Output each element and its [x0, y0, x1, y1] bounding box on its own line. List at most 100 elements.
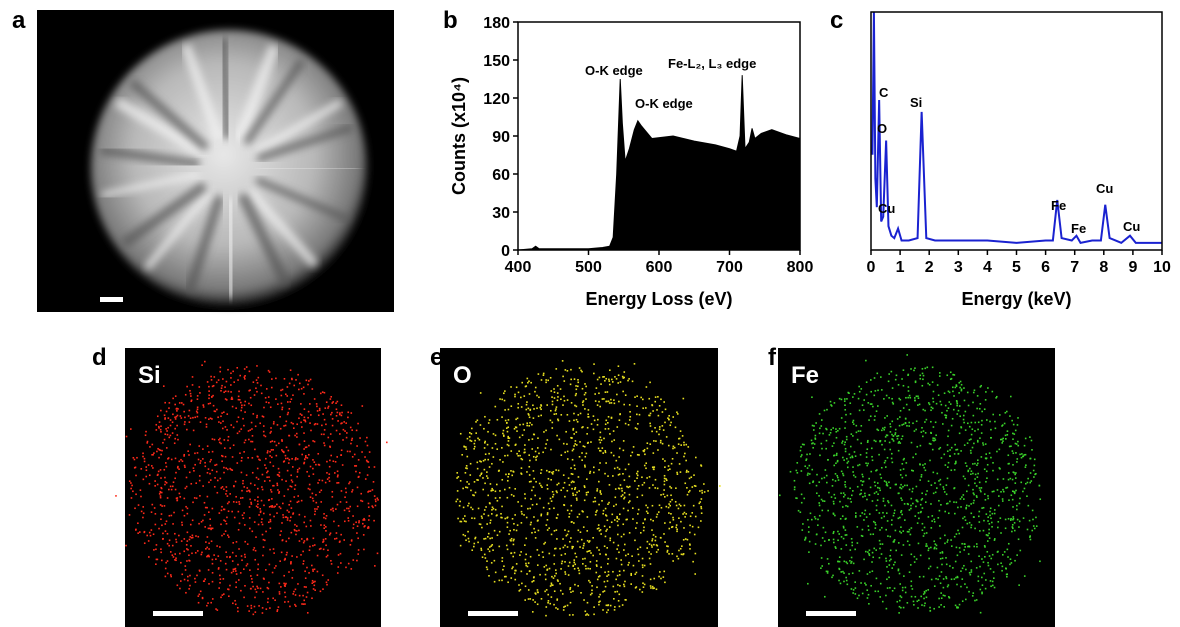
dot [574, 584, 576, 586]
dot [528, 454, 530, 456]
dot [314, 581, 316, 583]
dot [606, 547, 608, 549]
dot [267, 450, 269, 452]
annotation: O-K edge [585, 63, 643, 78]
dot [243, 517, 245, 519]
dot [596, 510, 598, 512]
dot [458, 476, 460, 478]
dot [919, 404, 921, 406]
dot [859, 570, 861, 572]
dot [949, 455, 951, 457]
dot [269, 371, 271, 373]
dot [328, 477, 330, 479]
dot [922, 409, 924, 411]
dot [246, 487, 248, 489]
dot [911, 596, 913, 598]
dot [892, 403, 894, 405]
dot [475, 432, 477, 434]
dot [264, 480, 266, 482]
dot [911, 581, 913, 583]
dot [155, 424, 157, 426]
dot [179, 493, 181, 495]
dot [352, 559, 354, 561]
dot [898, 518, 900, 520]
y-tick-label: 150 [483, 53, 510, 70]
dot [282, 389, 284, 391]
dot [386, 442, 388, 444]
dot [358, 476, 360, 478]
dot [585, 398, 587, 400]
dot [916, 558, 918, 560]
dot [288, 450, 290, 452]
dot [825, 448, 827, 450]
dot [329, 446, 331, 448]
dot [552, 401, 554, 403]
dot [954, 578, 956, 580]
dot [990, 517, 992, 519]
dot [1014, 530, 1016, 532]
dot [507, 437, 509, 439]
dot [906, 425, 908, 427]
dot [833, 532, 835, 534]
dot [466, 481, 468, 483]
dot [275, 565, 277, 567]
dot [236, 421, 238, 423]
dot [168, 417, 170, 419]
dot [922, 529, 924, 531]
dot [598, 401, 600, 403]
dot [269, 514, 271, 516]
dot [256, 586, 258, 588]
dot [608, 558, 610, 560]
dot [982, 442, 984, 444]
dot [475, 492, 477, 494]
dot [271, 378, 273, 380]
dot [855, 515, 857, 517]
dot [999, 449, 1001, 451]
dot [538, 396, 540, 398]
element-label: Fe [791, 362, 819, 389]
dot [983, 573, 985, 575]
dot [308, 475, 310, 477]
dot [186, 477, 188, 479]
dot [285, 516, 287, 518]
dot [601, 500, 603, 502]
dot [871, 456, 873, 458]
dot [847, 467, 849, 469]
dot [263, 505, 265, 507]
dot [863, 519, 865, 521]
dot [898, 435, 900, 437]
dot [502, 557, 504, 559]
dot [664, 496, 666, 498]
dot [973, 516, 975, 518]
dot [531, 581, 533, 583]
dot [238, 548, 240, 550]
dot [979, 408, 981, 410]
dot [258, 478, 260, 480]
dot [302, 551, 304, 553]
dot [310, 379, 312, 381]
dot [598, 392, 600, 394]
dot [356, 430, 358, 432]
dot [605, 378, 607, 380]
dot [987, 540, 989, 542]
dot [798, 510, 800, 512]
dot [872, 459, 874, 461]
dot [531, 448, 533, 450]
dot [365, 441, 367, 443]
dot [287, 412, 289, 414]
dot [258, 514, 260, 516]
dot [207, 496, 209, 498]
dot [964, 583, 966, 585]
dot [469, 474, 471, 476]
dot [283, 425, 285, 427]
dot [881, 430, 883, 432]
dot [518, 584, 520, 586]
dot [996, 396, 998, 398]
dot [629, 404, 631, 406]
dot [218, 587, 220, 589]
dot [647, 541, 649, 543]
dot [507, 522, 509, 524]
dot [903, 468, 905, 470]
dot [875, 524, 877, 526]
dot [908, 390, 910, 392]
